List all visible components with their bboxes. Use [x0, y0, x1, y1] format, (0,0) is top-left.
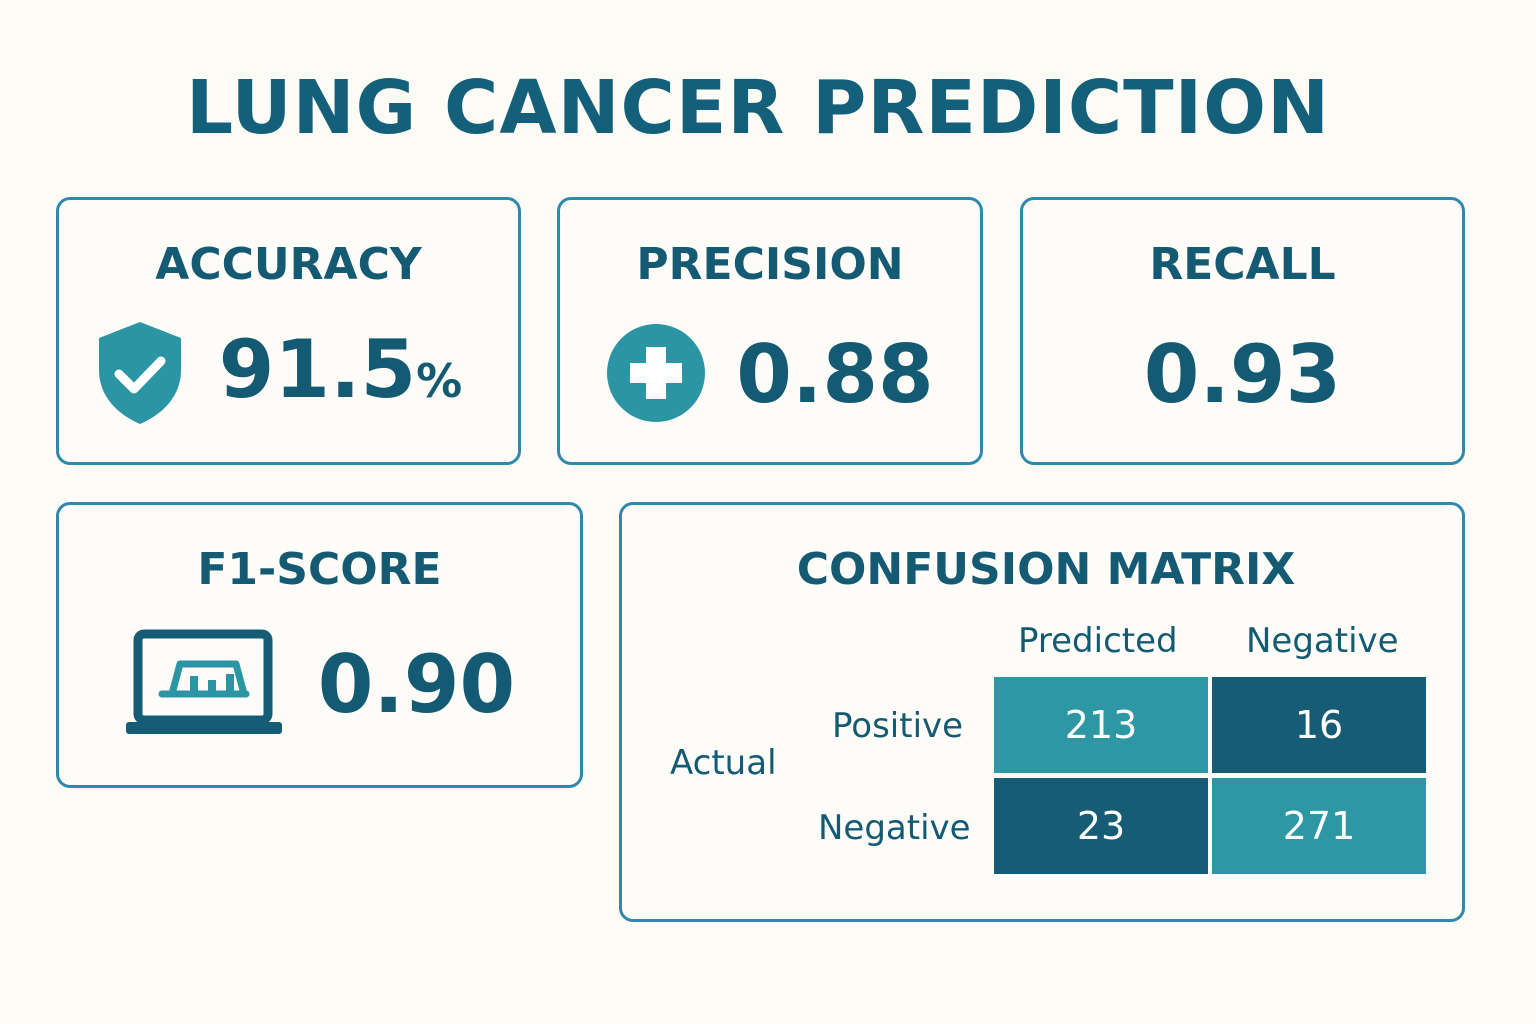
- col-header-negative: Negative: [1246, 621, 1399, 661]
- precision-card: PRECISION 0.88: [557, 197, 983, 465]
- row-label-negative: Negative: [818, 808, 971, 848]
- accuracy-value: 91.5%: [218, 322, 463, 416]
- medical-cross-icon: [606, 323, 706, 427]
- confusion-matrix-title: CONFUSION MATRIX: [796, 544, 1296, 595]
- recall-value: 0.93: [1143, 328, 1342, 421]
- matrix-cell-positive-negative: 16: [1212, 677, 1426, 773]
- f1-label: F1-SCORE: [197, 544, 442, 595]
- accuracy-label: ACCURACY: [155, 239, 422, 290]
- f1-card: F1-SCORE 0.90: [56, 502, 583, 788]
- page-title: LUNG CANCER PREDICTION: [185, 65, 1331, 151]
- f1-value: 0.90: [317, 638, 516, 731]
- accuracy-unit: %: [416, 353, 463, 408]
- recall-label: RECALL: [1149, 239, 1336, 290]
- matrix-cell-negative-predicted: 23: [994, 778, 1208, 874]
- laptop-chart-icon: [124, 628, 284, 742]
- matrix-cell-positive-predicted: 213: [994, 677, 1208, 773]
- col-header-predicted: Predicted: [1018, 621, 1178, 661]
- matrix-cell-negative-negative: 271: [1212, 778, 1426, 874]
- row-axis-label: Actual: [670, 743, 777, 783]
- row-label-positive: Positive: [832, 706, 964, 746]
- precision-label: PRECISION: [636, 239, 904, 290]
- confusion-matrix-card: CONFUSION MATRIX Predicted Negative Actu…: [619, 502, 1465, 922]
- precision-value: 0.88: [736, 328, 934, 421]
- recall-card: RECALL 0.93: [1020, 197, 1465, 465]
- shield-check-icon: [95, 318, 185, 432]
- accuracy-card: ACCURACY 91.5%: [56, 197, 521, 465]
